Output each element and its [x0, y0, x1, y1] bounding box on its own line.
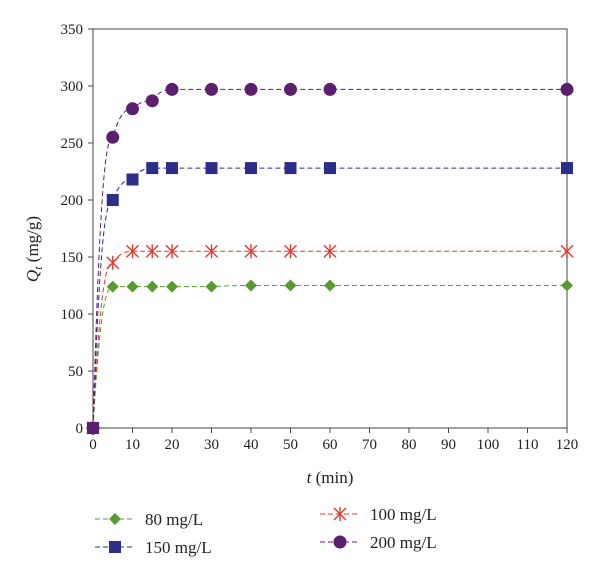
- legend-label: 100 mg/L: [370, 505, 437, 524]
- data-point: [126, 280, 139, 293]
- legend-marker: [109, 513, 121, 525]
- legend-label: 80 mg/L: [145, 510, 203, 529]
- data-point: [284, 82, 297, 96]
- data-point: [166, 280, 178, 293]
- data-point: [324, 279, 336, 292]
- x-axis-var: t: [307, 468, 313, 487]
- x-tick-label: 80: [402, 437, 417, 453]
- x-tick-label: 90: [441, 437, 456, 453]
- legend: 80 mg/L 100 mg/L 150 mg/L 200 mg/L: [95, 505, 437, 557]
- y-tick-label: 350: [61, 22, 84, 38]
- data-point: [324, 162, 336, 175]
- data-point: [205, 280, 218, 293]
- x-tick-label: 50: [283, 437, 298, 453]
- data-point: [145, 94, 159, 108]
- data-point: [244, 82, 258, 96]
- x-tick-label: 100: [477, 437, 500, 453]
- y-tick-label: 200: [61, 193, 84, 209]
- x-tick-label: 70: [362, 437, 377, 453]
- y-axis-var: Q: [23, 270, 42, 282]
- y-axis-unit: (mg/g): [23, 216, 42, 267]
- legend-item-80-mg-l: 80 mg/L: [95, 510, 203, 529]
- x-tick-label: 60: [323, 437, 338, 453]
- data-point: [323, 82, 337, 96]
- legend-marker: [333, 535, 347, 549]
- y-tick-label: 0: [76, 421, 84, 437]
- y-axis-title: Qt (mg/g): [23, 216, 45, 282]
- legend-marker: [333, 507, 347, 521]
- y-tick-label: 150: [61, 250, 84, 266]
- legend-label: 200 mg/L: [370, 533, 437, 552]
- data-point: [561, 279, 573, 292]
- data-point: [561, 162, 573, 175]
- data-point: [86, 421, 100, 435]
- data-point: [165, 244, 179, 259]
- series-line: [92, 250, 567, 429]
- y-tick-label: 50: [68, 364, 83, 380]
- series-line: [92, 88, 567, 429]
- data-point: [560, 244, 574, 259]
- x-tick-label: 30: [204, 437, 219, 453]
- data-point: [126, 173, 139, 186]
- data-point: [284, 244, 297, 259]
- data-point: [145, 244, 159, 259]
- series-80-mg-l: [87, 279, 573, 434]
- series-line: [92, 167, 567, 429]
- legend-item-200-mg-l: 200 mg/L: [320, 533, 437, 552]
- data-point: [560, 82, 574, 96]
- data-point: [106, 255, 120, 270]
- data-point: [323, 244, 337, 259]
- series-line: [92, 285, 567, 429]
- data-point: [126, 102, 139, 116]
- data-point: [106, 194, 119, 206]
- x-tick-label: 10: [125, 437, 140, 453]
- data-point: [165, 82, 179, 96]
- x-tick-label: 20: [165, 437, 180, 453]
- data-point: [146, 280, 159, 293]
- series-200-mg-l: [86, 82, 574, 435]
- series-150-mg-l: [87, 162, 573, 434]
- y-tick-label: 300: [61, 79, 84, 95]
- data-point: [146, 162, 159, 175]
- y-axis-sub: t: [31, 266, 45, 270]
- data-point: [106, 130, 120, 144]
- data-point: [244, 244, 258, 259]
- x-tick-label: 120: [556, 437, 579, 453]
- legend-marker: [109, 541, 121, 553]
- x-axis-title: t (min): [307, 468, 354, 487]
- data-point: [126, 244, 139, 259]
- data-point: [245, 279, 257, 292]
- legend-label: 150 mg/L: [145, 538, 212, 557]
- data-point: [284, 279, 297, 292]
- data-point: [284, 162, 297, 175]
- series-100-mg-l: [86, 244, 574, 435]
- data-point: [106, 280, 119, 293]
- y-tick-label: 100: [61, 307, 84, 323]
- data-point: [205, 244, 218, 259]
- legend-item-100-mg-l: 100 mg/L: [320, 505, 437, 524]
- data-point: [205, 162, 218, 175]
- x-tick-label: 40: [244, 437, 259, 453]
- series-layer: [86, 82, 574, 435]
- data-point: [245, 162, 257, 175]
- y-axis-ticks: 0 50 100 150 200 250 300 350: [61, 22, 93, 437]
- x-axis-ticks: 0 10 20 30 40 50 60 70 80 90 100 110 120: [89, 428, 578, 453]
- x-tick-label: 110: [517, 437, 539, 453]
- legend-item-150-mg-l: 150 mg/L: [95, 538, 212, 557]
- data-point: [205, 82, 218, 96]
- x-axis-unit: (min): [311, 468, 353, 487]
- data-point: [166, 162, 178, 175]
- x-tick-label: 0: [89, 437, 97, 453]
- y-tick-label: 250: [61, 136, 84, 152]
